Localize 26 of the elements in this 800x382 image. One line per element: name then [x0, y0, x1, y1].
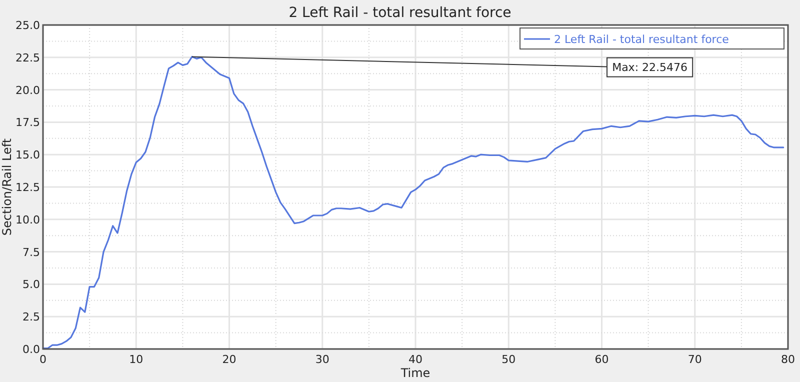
- x-axis-title: Time: [400, 366, 430, 380]
- x-tick-label: 50: [502, 353, 516, 366]
- y-tick-label: 20.0: [16, 84, 40, 97]
- y-axis-title: Section/Rail Left: [0, 138, 14, 236]
- y-tick-label: 7.5: [22, 246, 40, 259]
- line-series: [42, 56, 784, 350]
- y-tick-label: 15.0: [16, 148, 40, 162]
- annotation: Max: 22.5476: [612, 60, 688, 74]
- x-tick-label: 70: [688, 353, 702, 366]
- x-tick-label: 10: [129, 353, 144, 366]
- x-tick-label: 60: [594, 353, 609, 366]
- y-tick-label: 17.5: [16, 116, 40, 130]
- y-tick-label: 5.0: [22, 278, 40, 292]
- y-tick-label: 0.0: [22, 343, 40, 356]
- y-tick-label: 12.5: [16, 181, 40, 194]
- x-tick-label: 40: [408, 353, 422, 366]
- y-tick-label: 22.5: [16, 51, 40, 64]
- chart-title: 2 Left Rail - total resultant force: [288, 5, 512, 21]
- x-tick-label: 80: [781, 353, 795, 366]
- y-tick-label: 25.0: [16, 19, 40, 32]
- x-tick-label: 30: [315, 353, 330, 366]
- x-tick-label: 0: [40, 353, 46, 366]
- legend-label: 2 Left Rail - total resultant force: [554, 33, 730, 46]
- x-tick-label: 20: [222, 353, 236, 366]
- y-tick-label: 2.5: [22, 310, 40, 324]
- y-tick-label: 10.0: [16, 213, 40, 226]
